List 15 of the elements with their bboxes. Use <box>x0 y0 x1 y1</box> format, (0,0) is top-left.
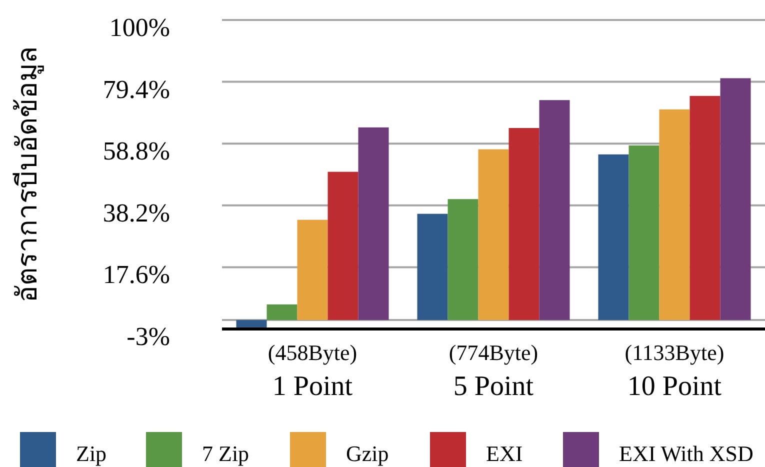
y-tick-label: 58.8% <box>102 136 170 166</box>
x-tick-label: (1133Byte) 10 Point <box>624 340 724 402</box>
y-tick-label: 17.6% <box>102 260 170 290</box>
y-axis-title: อัตราการบีบอัดข้อมูล <box>11 46 44 302</box>
legend-label: Zip <box>76 441 107 466</box>
legend-label: EXI With XSD <box>619 441 754 466</box>
x-tick-label: (458Byte) 1 Point <box>268 340 358 402</box>
legend-label: EXI <box>486 441 523 466</box>
y-tick-label: -3% <box>126 322 170 351</box>
legend-label: Gzip <box>346 441 389 466</box>
x-tick-label: (774Byte) 5 Point <box>448 340 538 402</box>
y-tick-label: 100% <box>109 12 170 42</box>
legend-label: 7 Zip <box>202 441 250 466</box>
y-tick-label: 79.4% <box>102 74 170 104</box>
y-tick-label: 38.2% <box>102 198 170 228</box>
